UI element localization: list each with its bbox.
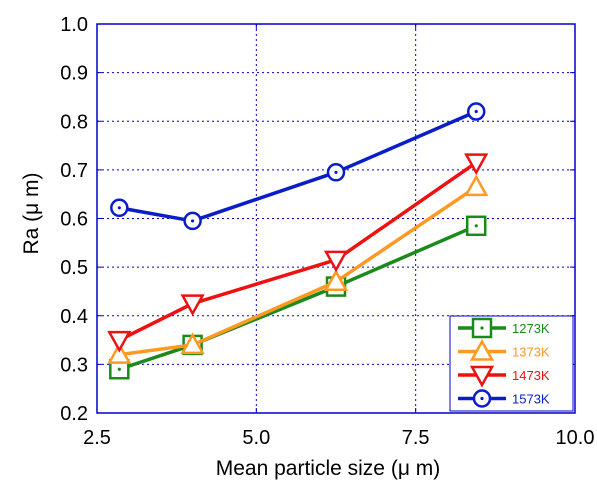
series-line: [118, 161, 478, 342]
data-point-triangle-up: [107, 342, 132, 364]
x-tick-label: 10.0: [556, 427, 595, 449]
legend-label: 1373K: [512, 345, 550, 360]
data-point-triangle-down: [180, 294, 205, 317]
data-point-triangle-up: [323, 269, 349, 291]
y-tick-label: 0.8: [60, 111, 88, 133]
y-tick-label: 0.4: [60, 306, 88, 328]
data-point-center: [334, 170, 338, 174]
data-point-center: [480, 326, 484, 330]
legend-label: 1573K: [512, 392, 550, 407]
series-line: [118, 109, 477, 223]
legend-box: [449, 315, 574, 412]
data-point-triangle-up: [469, 338, 495, 361]
legend-item: 1273K: [458, 317, 550, 339]
y-tick-label: 0.5: [60, 257, 88, 279]
x-tick-label: 7.5: [402, 427, 430, 449]
y-tick-label: 0.2: [60, 403, 88, 425]
legend: 1273K 1373K 1473K 1573K: [449, 315, 574, 412]
x-tick-label: 2.5: [83, 427, 111, 449]
legend-label: 1473K: [512, 368, 550, 383]
x-axis-label: Mean particle size (μ m): [216, 457, 441, 480]
y-tick-label: 0.3: [60, 354, 88, 376]
legend-item: 1473K: [458, 365, 550, 388]
data-point-center: [191, 219, 195, 223]
data-point-center: [480, 396, 484, 401]
data-point-center: [117, 367, 121, 371]
y-axis-label: Ra (μ m): [20, 172, 43, 254]
data-point-center: [474, 224, 478, 228]
series-line: [119, 185, 478, 357]
legend-item: 1373K: [458, 338, 550, 361]
y-tick-label: 0.7: [60, 160, 88, 182]
data-point-triangle-down: [464, 153, 489, 176]
data-point-center: [474, 109, 478, 114]
series-1373K: [107, 174, 489, 364]
series-1473K: [107, 153, 489, 353]
data-point-triangle-down: [323, 250, 349, 273]
y-tick-label: 0.6: [60, 209, 88, 231]
series-layer: [107, 102, 489, 380]
series-1573K: [110, 102, 486, 231]
legend-item: 1573K: [458, 389, 550, 408]
y-tick-label: 0.9: [60, 63, 88, 85]
axis-ticks: 0.2 0.3 0.4 0.5 0.6 0.7 0.8 0.9 1.0 2.5 5.0 7.5 10.0: [60, 14, 594, 449]
legend-label: 1273K: [512, 321, 550, 336]
data-point-triangle-up: [180, 332, 205, 355]
data-point-triangle-down: [107, 330, 132, 353]
data-point-triangle-up: [464, 174, 489, 197]
data-point-triangle-down: [469, 365, 495, 388]
y-tick-label: 1.0: [60, 14, 88, 36]
series-line: [118, 224, 477, 371]
data-point-center: [117, 206, 121, 210]
x-tick-label: 5.0: [242, 427, 270, 449]
